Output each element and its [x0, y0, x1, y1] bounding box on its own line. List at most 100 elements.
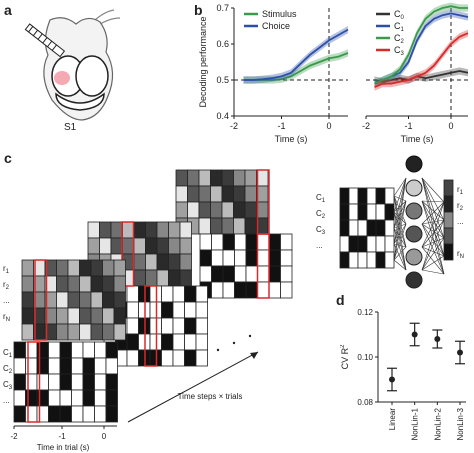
net-output-cell [443, 227, 454, 245]
trials-arrow [127, 351, 259, 423]
matrix-cell [56, 259, 69, 277]
matrix-cell [67, 291, 80, 309]
net-edge-in [393, 223, 407, 229]
d-y-tick-label: 0.10 [357, 353, 373, 362]
matrix-cell [59, 357, 72, 375]
d-x-tick-label-2: NonLin-2 [433, 407, 442, 440]
matrix-cell [172, 333, 185, 351]
row-label-r-3: rN [3, 312, 10, 323]
net-edge-in [393, 177, 407, 245]
matrix-cell [71, 389, 84, 407]
matrix-cell [13, 357, 26, 375]
matrix-cell [126, 301, 139, 319]
ellipsis-dot-0 [216, 348, 220, 352]
matrix-cell [280, 265, 293, 283]
row-label-r-0: r1 [3, 264, 10, 275]
task-matrix-1 [13, 341, 118, 423]
matrix-cell [172, 285, 185, 303]
matrix-cell [105, 389, 118, 407]
net-edge-out [421, 177, 445, 221]
net-edge-out [421, 200, 445, 203]
matrix-cell [161, 349, 174, 367]
matrix-cell [25, 405, 38, 423]
x-tick-label: -2 [230, 121, 238, 131]
net-edge-out [421, 223, 445, 257]
matrix-cell [187, 169, 200, 187]
matrix-cell [257, 281, 270, 299]
series-line-0 [374, 70, 469, 83]
matrix-cell [56, 307, 69, 325]
matrix-cell [71, 341, 84, 359]
matrix-cell [59, 405, 72, 423]
matrix-cell [82, 373, 95, 391]
matrix-cell [245, 281, 258, 299]
matrix-cell [168, 237, 181, 255]
net-input-cell [375, 219, 386, 237]
highlight-3b [256, 233, 270, 299]
net-edge-in [393, 177, 407, 261]
net-edge-out [421, 177, 445, 203]
matrix-cell [13, 405, 26, 423]
row-label-c-0: C1 [3, 348, 13, 359]
net-input-cell [339, 251, 350, 269]
net-input-cell [339, 187, 350, 205]
matrix-cell [25, 389, 38, 407]
matrix-cell [245, 233, 258, 251]
net-edge-in [393, 223, 407, 261]
matrix-cell [244, 169, 257, 187]
matrix-cell [99, 237, 112, 255]
matrix-cell [268, 265, 281, 283]
matrix-cell [195, 349, 208, 367]
matrix-cell [102, 323, 115, 341]
net-edge-in [393, 200, 407, 229]
matrix-cell [179, 269, 192, 287]
matrix-cell [71, 405, 84, 423]
matrix-cell [36, 389, 49, 407]
net-edge-out [421, 219, 445, 271]
chart-b-left: 0.4 0.5 0.6 0.7 -2 -1 0 Time (s) Decoding perfor… [198, 3, 349, 144]
net-input-cell [339, 219, 350, 237]
matrix-cell [199, 249, 212, 267]
matrix-cell [234, 233, 247, 251]
matrix-cell [126, 333, 139, 351]
matrix-cell [102, 259, 115, 277]
trials-arrow-head [250, 352, 258, 359]
net-node-3 [405, 248, 423, 266]
matrix-cell [94, 373, 107, 391]
net-input-cell [357, 187, 368, 205]
matrix-cell [234, 265, 247, 283]
matrix-cell [48, 389, 61, 407]
matrix-cell [244, 201, 257, 219]
task-matrix-3 [199, 233, 293, 299]
net-input-cell [384, 251, 395, 269]
matrix-cell [79, 259, 92, 277]
ellipsis-dot-2 [248, 334, 252, 338]
matrix-cell [172, 301, 185, 319]
net-edge-in [393, 211, 407, 271]
matrix-cell [90, 275, 103, 293]
matrix-cell [48, 341, 61, 359]
matrix-cell [179, 237, 192, 255]
matrix-cell [156, 269, 169, 287]
matrix-cell [211, 249, 224, 267]
matrix-cell [13, 389, 26, 407]
matrix-cell [161, 301, 174, 319]
matrix-cell [79, 323, 92, 341]
x-axis-label: Time (s) [275, 134, 308, 144]
chart-d: 0.08 0.10 0.12 CV R2 Linear NonLin-1 NonLin-2 N… [340, 308, 466, 440]
matrix-cell [113, 275, 126, 293]
matrix-cell [234, 249, 247, 267]
net-input-cell [384, 187, 395, 205]
series-line-3 [374, 32, 469, 89]
matrix-cell [67, 323, 80, 341]
matrix-cell [94, 357, 107, 375]
matrix-cell [90, 259, 103, 277]
net-edge-out [421, 237, 445, 248]
matrix-cell [175, 185, 188, 203]
trial-time-tick-label-2: 0 [102, 432, 107, 441]
matrix-cell [99, 221, 112, 239]
matrix-cell [233, 185, 246, 203]
matrix-cell [168, 221, 181, 239]
net-input-cell [357, 251, 368, 269]
matrix-cell [105, 405, 118, 423]
